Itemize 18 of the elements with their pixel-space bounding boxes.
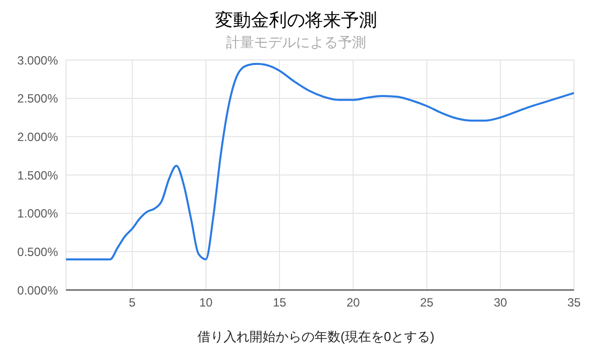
y-tick-label: 1.000% bbox=[17, 206, 58, 221]
chart-subtitle: 計量モデルによる予測 bbox=[225, 34, 367, 52]
y-tick-label: 0.000% bbox=[17, 283, 58, 298]
y-tick-label: 1.500% bbox=[17, 168, 58, 182]
x-tick-label: 20 bbox=[346, 296, 360, 310]
x-tick-label: 15 bbox=[272, 296, 286, 310]
line-series bbox=[66, 62, 574, 260]
x-tick-label: 30 bbox=[494, 296, 508, 310]
x-tick-label: 25 bbox=[420, 296, 434, 310]
x-tick-label: 35 bbox=[567, 296, 581, 310]
x-tick-label: 5 bbox=[128, 296, 136, 310]
y-tick-label: 0.500% bbox=[17, 244, 58, 259]
y-tick-label: 2.000% bbox=[17, 130, 58, 144]
x-tick-label: 10 bbox=[199, 296, 213, 310]
chart-title: 変動金利の将来予測 bbox=[214, 9, 378, 32]
y-tick-label: 2.500% bbox=[17, 92, 58, 106]
y-tick-label: 3.000% bbox=[17, 53, 58, 68]
x-axis-title: 借り入れ開始からの年数(現在を0とする) bbox=[196, 328, 436, 346]
